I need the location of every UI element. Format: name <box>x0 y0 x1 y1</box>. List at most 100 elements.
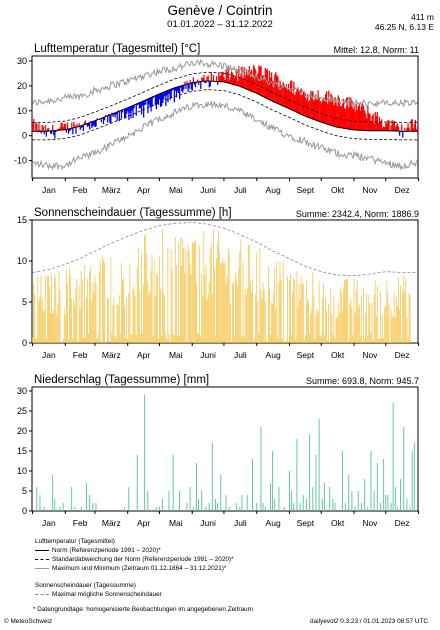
temp-anomaly-bar <box>37 131 39 133</box>
rain-bar <box>379 503 381 511</box>
temp-anomaly-bar <box>40 131 42 134</box>
legend-minmax: Maximum und Minimum (Zeitraum 01.12.1864… <box>35 565 226 572</box>
sun-bar <box>316 308 318 343</box>
sun-bar <box>160 288 161 343</box>
temp-anomaly-bar <box>387 119 389 131</box>
temp-anomaly-bar <box>299 89 301 114</box>
rain-bar <box>89 495 91 511</box>
sun-bar <box>277 337 279 343</box>
temp-anomaly-bar <box>295 91 297 112</box>
rain-ytick-label: 20 <box>17 426 27 436</box>
sun-bar <box>258 333 260 343</box>
sun-bar <box>334 338 336 343</box>
temp-anomaly-bar <box>312 91 314 119</box>
temp-norm-line <box>32 80 418 132</box>
rain-bar <box>186 503 188 511</box>
temp-anomaly-bar <box>335 101 337 127</box>
sun-bar <box>41 299 43 343</box>
temp-anomaly-bar <box>42 126 44 132</box>
sun-bar <box>42 309 44 343</box>
sun-bar <box>385 305 387 343</box>
sun-bar <box>225 282 227 343</box>
sun-bar <box>296 270 298 343</box>
sun-bar <box>212 230 214 343</box>
temp-anomaly-bar <box>38 123 40 132</box>
sun-bar <box>37 275 39 343</box>
temp-anomaly-bar <box>249 71 252 91</box>
sun-bar <box>274 268 276 343</box>
temp-anomaly-bar <box>79 126 81 131</box>
sun-bar <box>130 334 132 343</box>
temp-anomaly-bar <box>296 88 298 113</box>
temp-anomaly-bar <box>190 82 192 90</box>
temp-anomaly-bar <box>329 99 331 125</box>
sun-bar <box>169 341 171 343</box>
sun-bar <box>35 339 37 343</box>
temp-anomaly-bar <box>158 93 161 100</box>
temp-anomaly-bar <box>388 120 390 131</box>
temp-anomaly-bar <box>386 123 388 131</box>
temp-anomaly-bar <box>218 72 220 82</box>
temp-anomaly-bar <box>318 97 320 122</box>
temp-anomaly-bar <box>57 128 59 131</box>
rain-bar <box>205 507 207 511</box>
temp-anomaly-bar <box>203 74 205 82</box>
temp-anomaly-bar <box>155 95 157 110</box>
temp-anomaly-bar <box>152 96 154 99</box>
sun-bar <box>353 278 355 343</box>
sun-bar <box>92 282 94 343</box>
rain-panel-stats: Summe: 693.8, Norm: 945.7 <box>305 376 419 386</box>
temp-anomaly-bar <box>46 128 49 132</box>
temp-anomaly-bar <box>343 108 346 129</box>
sun-bar <box>285 340 287 343</box>
sun-bar <box>63 309 65 343</box>
sun-bar <box>233 281 234 343</box>
sun-bar <box>69 267 70 343</box>
sun-bar <box>135 335 137 343</box>
temp-anomaly-bar <box>378 116 381 131</box>
rain-bar <box>92 503 94 511</box>
sun-bar <box>351 307 353 343</box>
temp-anomaly-bar <box>170 89 172 98</box>
sun-bar <box>214 268 215 343</box>
legend-temp-heading: Lufttemperatur (Tagesmittel) <box>35 538 115 545</box>
sun-bar <box>149 291 151 343</box>
sun-bar <box>198 333 199 343</box>
sun-bar <box>140 333 141 343</box>
legend-minmax-line <box>35 567 49 569</box>
sun-bar <box>230 341 232 343</box>
sun-bar <box>288 341 289 343</box>
temp-anomaly-bar <box>232 75 235 85</box>
rain-ytick-label: 0 <box>22 506 27 516</box>
temp-anomaly-bar <box>349 97 351 130</box>
sun-bar <box>88 333 89 343</box>
temp-anomaly-bar <box>332 98 334 126</box>
temp-anomaly-bar <box>76 124 78 127</box>
sun-bar <box>389 342 391 343</box>
rain-bar <box>211 443 213 511</box>
sun-bar <box>211 293 213 343</box>
sun-bar <box>224 262 226 343</box>
temp-anomaly-bar <box>246 74 248 90</box>
sun-bar <box>235 272 236 343</box>
sun-bar <box>402 292 404 343</box>
sun-bar <box>406 317 408 343</box>
temp-anomaly-bar <box>324 94 327 124</box>
temp-anomaly-bar <box>61 123 63 130</box>
temp-anomaly-bar <box>173 87 175 103</box>
temp-anomaly-bar <box>43 131 45 135</box>
temp-anomaly-bar <box>204 81 206 84</box>
temp-anomaly-bar <box>89 122 91 130</box>
rain-bar <box>321 499 323 511</box>
rain-bar <box>323 483 325 511</box>
temp-anomaly-bar <box>180 86 182 88</box>
rain-ytick-label: 5 <box>22 486 27 496</box>
temp-anomaly-bar <box>220 74 222 82</box>
temp-anomaly-bar <box>189 79 191 84</box>
sun-bar <box>340 292 342 343</box>
sun-bar <box>201 273 203 343</box>
sun-bar <box>349 303 351 343</box>
temp-anomaly-bar <box>139 102 142 109</box>
sun-bar <box>46 276 48 343</box>
temp-month-label: Nov <box>362 185 378 195</box>
